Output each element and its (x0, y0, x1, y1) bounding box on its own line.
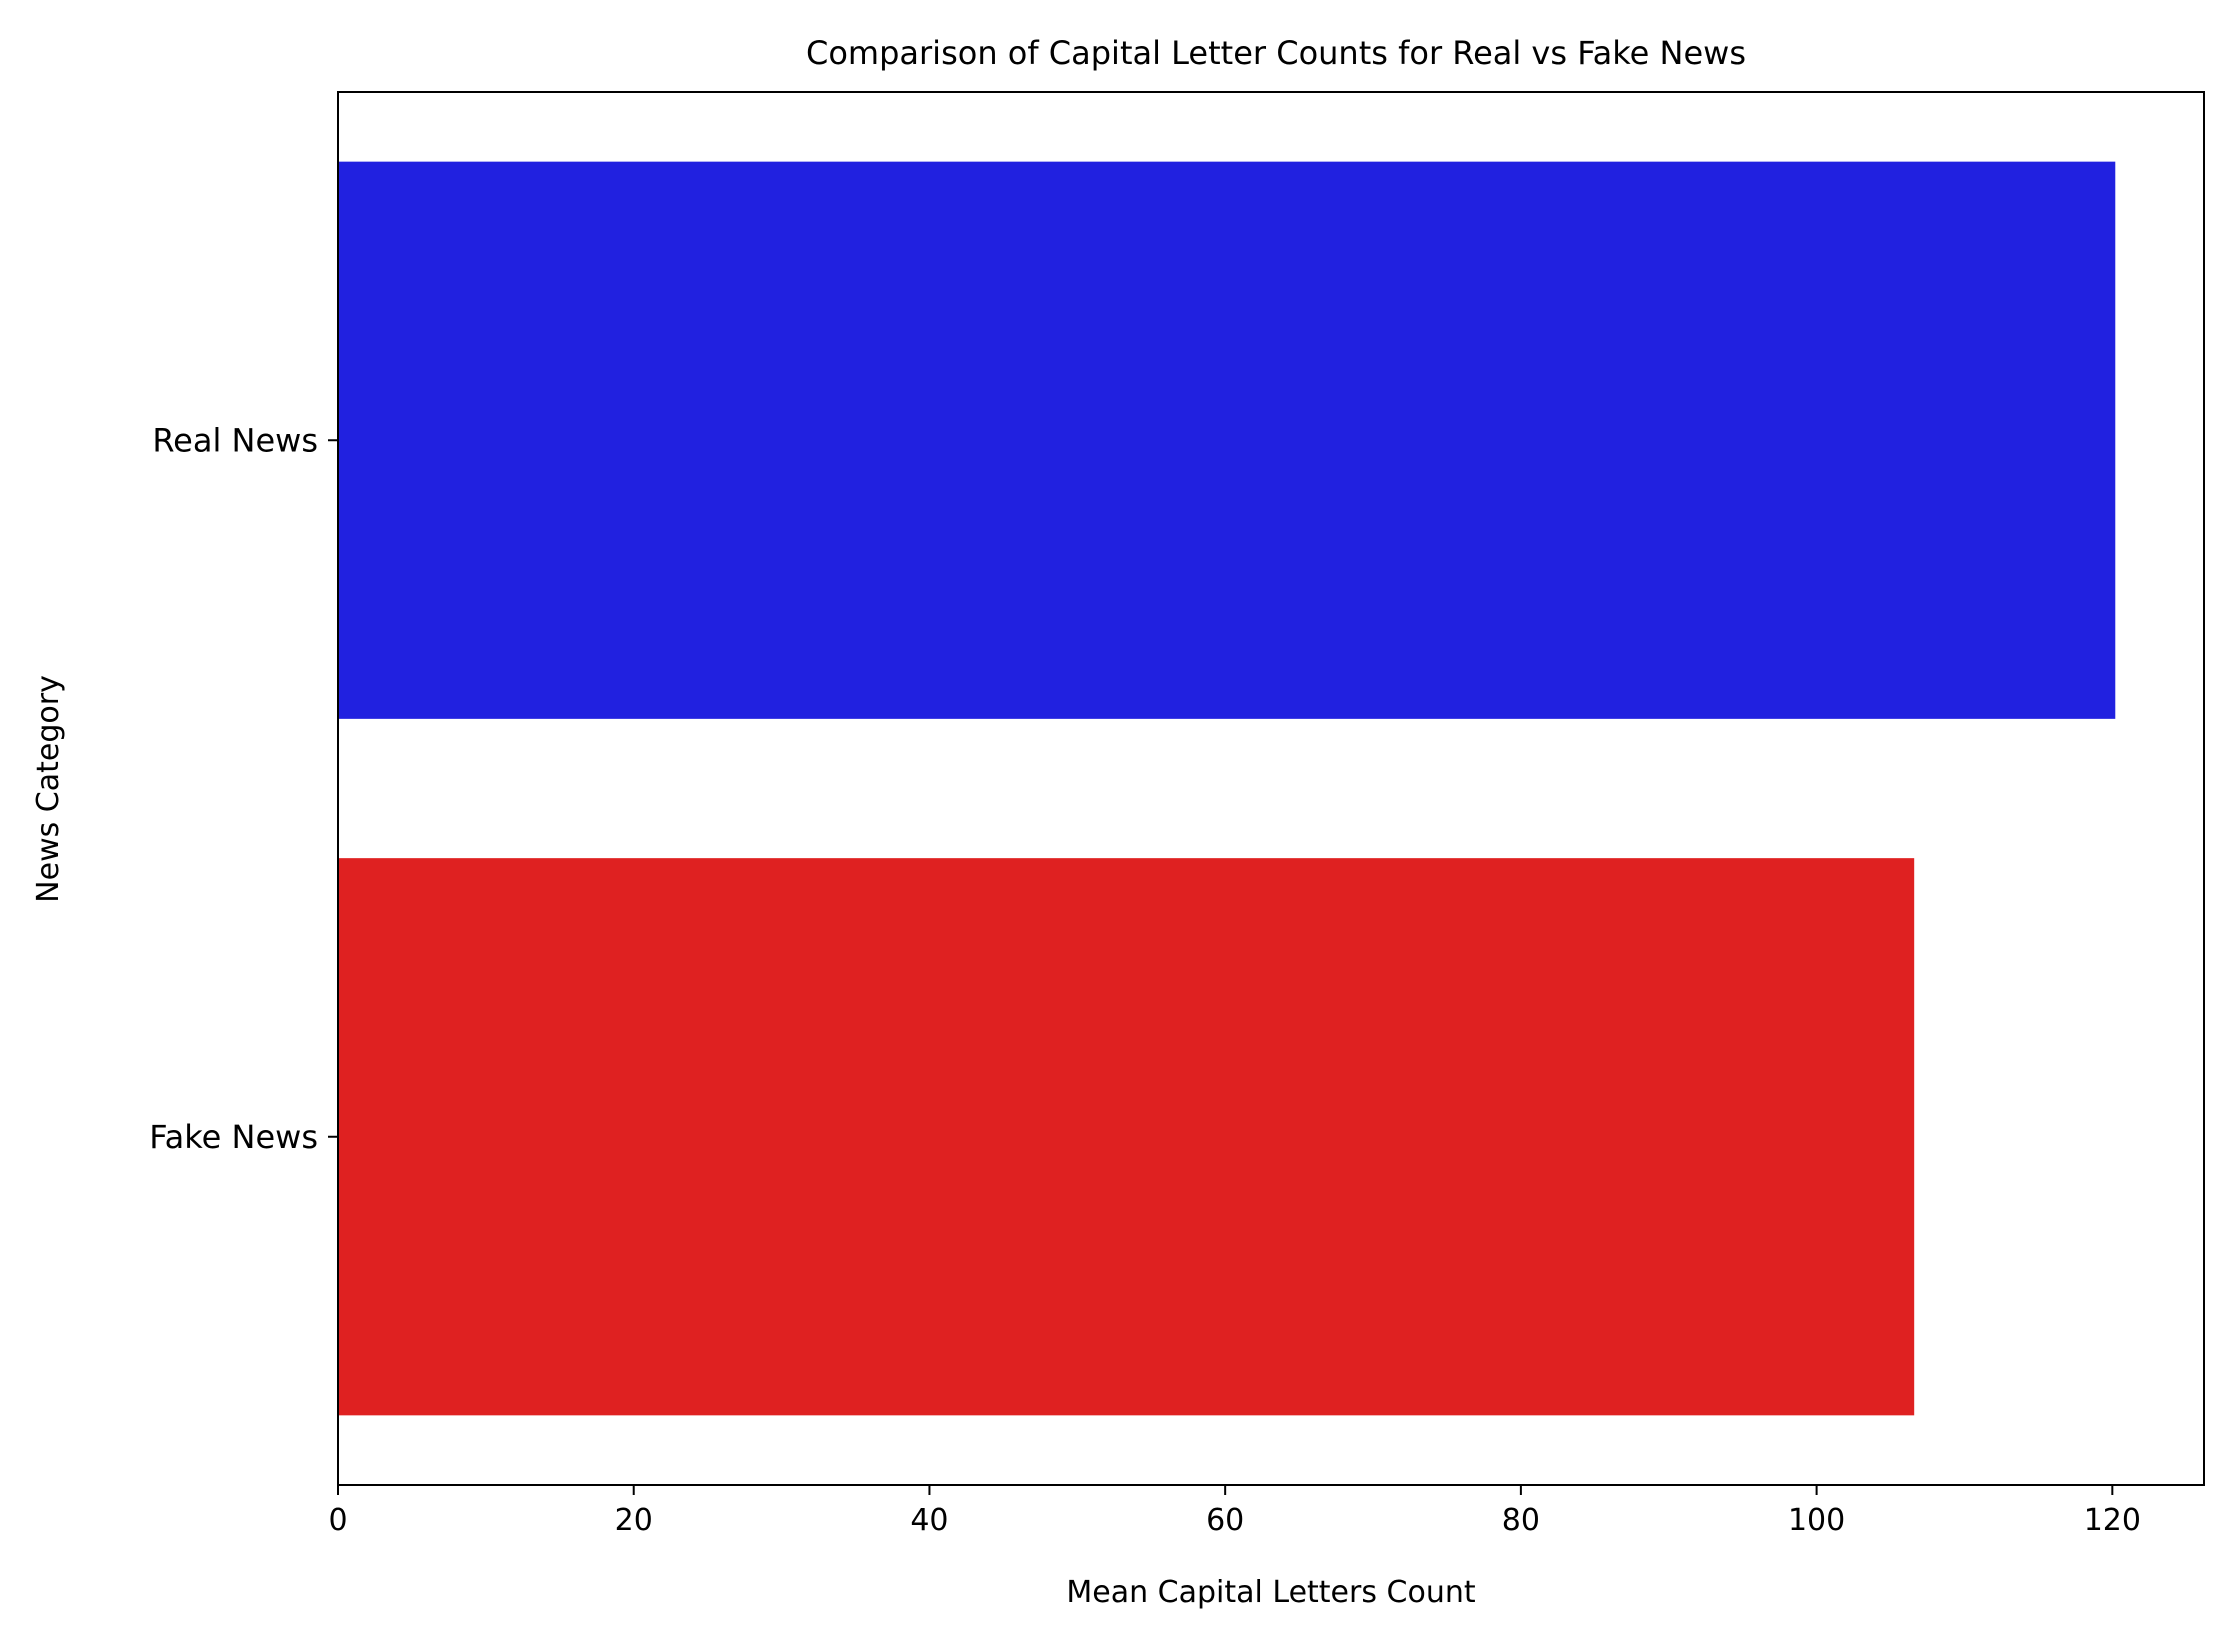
bar-fake-news (338, 858, 1915, 1416)
plot-frame (337, 91, 2205, 1486)
y-tick-label: Fake News (149, 1118, 318, 1156)
x-tick-label: 120 (2084, 1503, 2141, 1538)
y-tick-label: Real News (152, 421, 318, 459)
bars-group (338, 161, 2116, 1416)
x-axis: 0 20 40 60 80 100 120 (328, 1485, 2141, 1538)
bar-real-news (338, 161, 2116, 719)
x-axis-label: Mean Capital Letters Count (1066, 1575, 1475, 1610)
y-axis: Real News Fake News (149, 421, 338, 1156)
x-tick-label: 100 (1788, 1503, 1845, 1538)
x-tick-label: 80 (1502, 1503, 1540, 1538)
x-tick-label: 60 (1206, 1503, 1244, 1538)
y-axis-label: News Category (31, 675, 66, 903)
x-tick-label: 0 (328, 1503, 347, 1538)
x-tick-label: 40 (910, 1503, 948, 1538)
x-tick-label: 20 (615, 1503, 653, 1538)
chart-title: Comparison of Capital Letter Counts for … (806, 34, 1746, 72)
